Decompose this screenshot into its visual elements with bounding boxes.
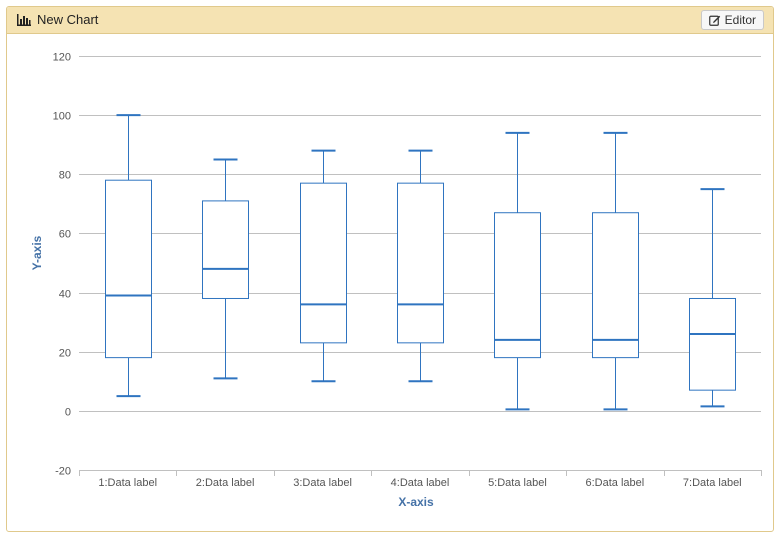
- box-rect: [592, 212, 639, 359]
- box-plot-item: [494, 131, 541, 411]
- y-tick-label: -20: [55, 466, 71, 478]
- box-series: [105, 114, 736, 411]
- y-tick-label: 40: [59, 289, 71, 301]
- box-rect: [105, 179, 152, 359]
- x-tick-label: 6:Data label: [585, 477, 644, 489]
- y-tick-label: 120: [53, 52, 71, 64]
- box-plot-item: [689, 188, 736, 408]
- panel-header: New Chart Editor: [7, 7, 773, 34]
- y-tick-labels: -20 0 20 40 60 80 100 120: [53, 52, 71, 478]
- chart-panel: New Chart Editor -20 0 20 40 60 80 100 120 1:Da…: [6, 6, 774, 532]
- y-axis-title: Y-axis: [30, 235, 44, 270]
- box-plot-item: [397, 149, 444, 383]
- y-tick-label: 100: [53, 111, 71, 123]
- box-rect: [689, 297, 736, 391]
- x-tick-label: 4:Data label: [391, 477, 450, 489]
- x-axis: 1:Data label 2:Data label 3:Data label 4:Da…: [79, 470, 762, 489]
- x-tick-label: 7:Data label: [683, 477, 742, 489]
- x-tick-label: 2:Data label: [196, 477, 255, 489]
- x-tick-label: 1:Data label: [98, 477, 157, 489]
- box-plot-chart: -20 0 20 40 60 80 100 120 1:Data label 2:Data la…: [30, 52, 762, 509]
- edit-icon: [708, 14, 721, 26]
- box-plot-item: [105, 114, 152, 398]
- panel-title: New Chart: [37, 12, 99, 27]
- y-tick-label: 0: [65, 407, 71, 419]
- x-tick-label: 5:Data label: [488, 477, 547, 489]
- editor-button[interactable]: Editor: [700, 10, 764, 30]
- y-tick-label: 80: [59, 170, 71, 182]
- editor-label: Editor: [724, 13, 756, 27]
- bar-chart-icon: [17, 14, 31, 26]
- y-tick-label: 60: [59, 229, 71, 241]
- box-plot-item: [300, 149, 347, 383]
- box-rect: [300, 182, 347, 344]
- x-axis-title: X-axis: [398, 495, 434, 509]
- box-rect: [397, 182, 444, 344]
- y-tick-label: 20: [59, 348, 71, 360]
- box-plot-item: [592, 131, 639, 411]
- box-plot-item: [202, 158, 249, 380]
- box-rect: [494, 212, 541, 359]
- chart-area: -20 0 20 40 60 80 100 120 1:Data label 2:Data la…: [7, 34, 773, 531]
- x-tick-label: 3:Data label: [293, 477, 352, 489]
- box-rect: [202, 200, 249, 299]
